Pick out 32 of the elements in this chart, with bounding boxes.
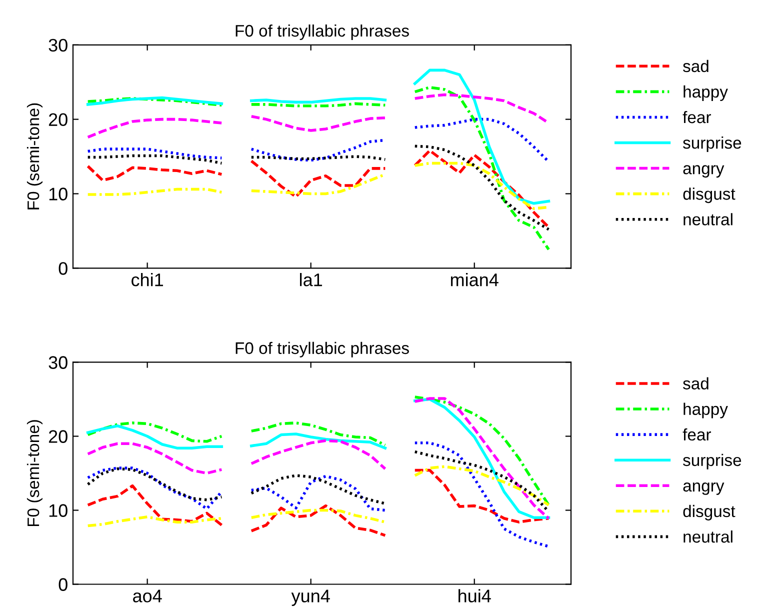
x-tick-label: chi1 [132,273,164,286]
y-tick-label: 0 [58,578,68,591]
y-tick-label: 20 [48,113,68,126]
legend-label: happy [684,85,728,101]
legend-label: disgust [683,504,736,520]
legend-label: sad [683,377,708,390]
legend-label: disgust [683,188,736,204]
legend-label: neutral [684,530,732,543]
x-tick-label: mian4 [450,273,498,286]
chart-title: F0 of trisyllabic phrases [236,24,409,40]
legend-label: angry [683,165,724,178]
chart-title: F0 of trisyllabic phrases [236,342,409,358]
legend-label: surprise [683,136,742,152]
x-tick-label: yun4 [291,590,330,606]
y-axis-title: F0 (semi-tone) [26,103,42,210]
y-tick-label: 20 [48,430,68,443]
y-tick-label: 10 [49,504,68,517]
y-tick-label: 30 [48,38,68,52]
legend-label: fear [682,428,711,441]
y-tick-label: 30 [48,356,68,369]
y-tick-label: 10 [49,188,68,200]
legend-label: neutral [684,213,732,226]
x-tick-label: ao4 [133,590,162,602]
legend-label: sad [683,60,708,72]
legend-label: angry [683,482,724,495]
y-tick-label: 0 [58,262,68,275]
x-tick-label: hui4 [458,589,491,602]
legend-label: fear [682,110,711,124]
y-axis-title: F0 (semi-tone) [26,420,42,526]
legend-label: surprise [683,454,742,470]
legend-label: happy [684,402,728,418]
x-tick-label: la1 [300,273,322,286]
